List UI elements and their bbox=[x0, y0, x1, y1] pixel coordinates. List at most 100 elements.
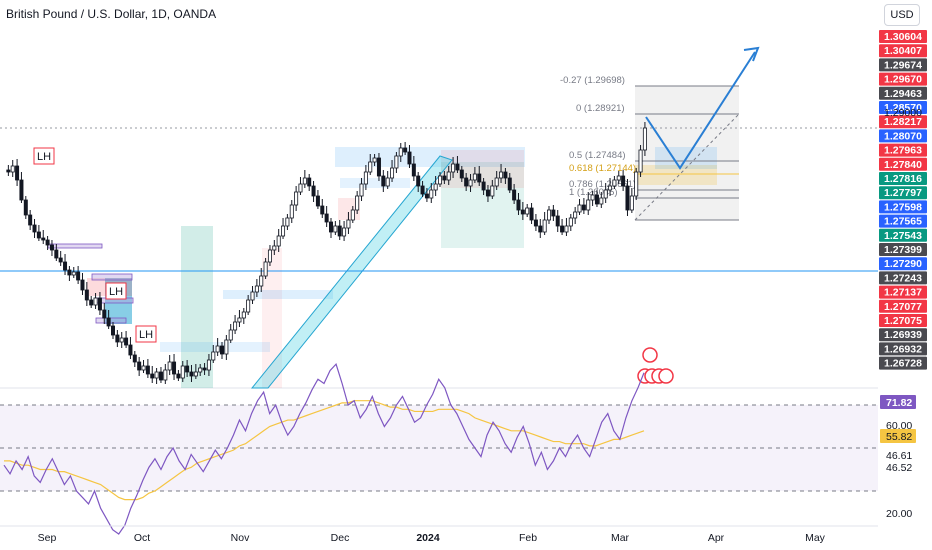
candle-body bbox=[141, 365, 146, 371]
candle-body bbox=[355, 195, 360, 211]
price-badge-label: 1.29463 bbox=[884, 88, 922, 100]
candle-body bbox=[298, 183, 303, 193]
candle-body bbox=[211, 351, 216, 361]
candle-body bbox=[250, 291, 255, 301]
candle-body bbox=[612, 179, 617, 187]
candle-body bbox=[176, 373, 181, 379]
candle-body bbox=[437, 175, 442, 185]
candle-body bbox=[477, 173, 482, 183]
candle-body bbox=[551, 209, 556, 217]
candle-body bbox=[555, 215, 560, 227]
candle-body bbox=[219, 345, 224, 355]
time-axis-label: Mar bbox=[611, 532, 630, 544]
price-badge bbox=[879, 72, 927, 86]
price-badge-label: 1.27797 bbox=[884, 187, 922, 199]
candle-body bbox=[23, 199, 28, 216]
candle-body bbox=[516, 199, 521, 211]
time-axis-label: Oct bbox=[134, 532, 150, 544]
candle-body bbox=[538, 225, 543, 233]
candle-body bbox=[472, 173, 477, 181]
projection-path bbox=[645, 51, 756, 170]
price-badge bbox=[879, 129, 927, 143]
price-badge-label: 1.28217 bbox=[884, 116, 922, 128]
price-badge bbox=[879, 214, 927, 228]
candle-body bbox=[259, 275, 264, 287]
candle-body bbox=[603, 189, 608, 199]
price-badge bbox=[879, 285, 927, 299]
candle-body bbox=[451, 163, 456, 173]
candle-body bbox=[577, 204, 582, 213]
price-badge bbox=[879, 200, 927, 214]
candle-body bbox=[167, 361, 172, 371]
lh-annotation-box bbox=[33, 147, 55, 165]
rsi-value-badge bbox=[880, 395, 916, 409]
candle-body bbox=[433, 183, 438, 191]
time-axis-label: 2024 bbox=[416, 532, 440, 544]
candle-body bbox=[420, 185, 425, 195]
candle-body bbox=[163, 369, 168, 381]
candle-body bbox=[381, 175, 386, 187]
rsi-value-label: 71.82 bbox=[886, 397, 912, 409]
candle-body bbox=[376, 157, 381, 177]
economic-event-icon bbox=[642, 347, 658, 363]
price-pane[interactable]: -0.27 (1.29698) 0 (1.28921) 0.5 (1.27484) 0… bbox=[0, 46, 878, 389]
candle-body bbox=[621, 175, 626, 187]
fib-level-label: 0.5 (1.27484) bbox=[569, 150, 626, 161]
price-badge-label: 1.27816 bbox=[884, 173, 922, 185]
candle-body bbox=[15, 165, 20, 181]
candle-body bbox=[154, 371, 159, 379]
price-badge bbox=[879, 172, 927, 185]
candle-body bbox=[276, 235, 281, 247]
candle-body bbox=[363, 171, 368, 185]
candle-body bbox=[67, 269, 72, 276]
candle-body bbox=[54, 249, 59, 259]
time-axis[interactable]: Sep Oct Nov Dec 2024 Feb Mar Apr May bbox=[0, 525, 878, 544]
rsi-ma-line bbox=[4, 400, 645, 501]
price-badge bbox=[879, 157, 927, 171]
price-badge-label: 1.27137 bbox=[884, 287, 922, 299]
candle-body bbox=[542, 219, 547, 233]
candle-body bbox=[520, 209, 525, 215]
candle-body bbox=[485, 189, 490, 197]
candle-body bbox=[416, 175, 421, 187]
short-position-zone bbox=[262, 248, 282, 388]
price-badge bbox=[879, 30, 927, 43]
candle-body bbox=[307, 177, 312, 187]
candle-body bbox=[45, 239, 50, 246]
fib-level-label: 0.786 (1.26661) bbox=[569, 179, 636, 190]
rsi-level-label: 46.61 bbox=[886, 450, 912, 462]
price-badge-label: 1.27598 bbox=[884, 201, 922, 213]
candle-body bbox=[560, 225, 565, 233]
candle-body bbox=[390, 167, 395, 179]
currency-button[interactable]: USD bbox=[884, 4, 920, 26]
price-badge-label: 1.27565 bbox=[884, 216, 922, 228]
candle-body bbox=[63, 261, 68, 271]
candle-body bbox=[241, 311, 246, 319]
candle-body bbox=[350, 209, 355, 221]
price-badge-label: 1.27963 bbox=[884, 145, 922, 157]
price-badge bbox=[879, 44, 927, 58]
price-badge bbox=[879, 243, 927, 256]
price-badge-label: 1.26728 bbox=[884, 358, 922, 370]
candle-body bbox=[590, 194, 595, 201]
candle-body bbox=[180, 365, 185, 379]
candle-body bbox=[315, 195, 320, 207]
lh-annotation-label: LH bbox=[37, 151, 51, 163]
candle-body bbox=[533, 219, 538, 227]
candle-body bbox=[215, 345, 220, 353]
candle-body bbox=[629, 195, 634, 211]
candle-body bbox=[638, 149, 643, 173]
candle-body bbox=[337, 225, 342, 237]
candle-body bbox=[324, 213, 329, 223]
candle-body bbox=[49, 244, 54, 251]
candle-body bbox=[568, 217, 573, 227]
candle-body bbox=[263, 261, 268, 277]
price-badge-label: 1.30407 bbox=[884, 45, 922, 57]
candle-body bbox=[411, 163, 416, 177]
candle-body bbox=[573, 211, 578, 219]
price-axis[interactable]: 1.30604 1.30407 1.29674 1.29670 1.29463 1.285… bbox=[879, 30, 927, 370]
candle-body bbox=[281, 225, 286, 237]
candle-body bbox=[342, 227, 347, 237]
